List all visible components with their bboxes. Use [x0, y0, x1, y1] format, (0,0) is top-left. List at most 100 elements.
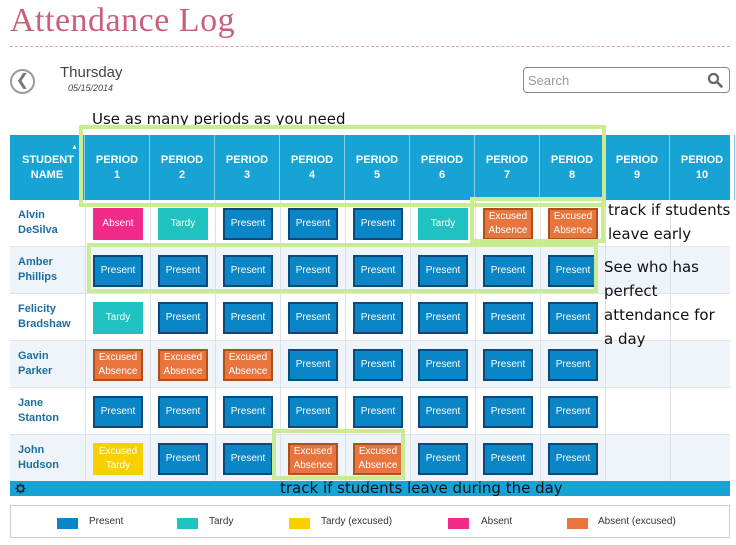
highlight-perfect-row — [87, 243, 598, 293]
attendance-status-absent-excused[interactable]: Excused Absence — [93, 349, 143, 381]
period-header-label: PERIOD — [160, 153, 204, 166]
attendance-status-present[interactable]: Present — [548, 396, 598, 428]
attendance-status-present[interactable]: Present — [418, 349, 468, 381]
attendance-status-present[interactable]: Present — [288, 255, 338, 287]
student-name[interactable]: Alvin DeSilva — [18, 208, 82, 238]
attendance-status-present[interactable]: Present — [418, 443, 468, 475]
column-header-period-1[interactable]: PERIOD 1 — [85, 135, 150, 200]
attendance-status-present[interactable]: Present — [223, 208, 273, 240]
grid-divider — [150, 200, 151, 482]
grid-divider — [215, 200, 216, 482]
attendance-status-present[interactable]: Present — [353, 208, 403, 240]
status-line-1: Excused — [98, 446, 138, 457]
column-header-period-10[interactable]: PERIOD 10 — [670, 135, 735, 200]
attendance-status-present[interactable]: Present — [353, 255, 403, 287]
attendance-status-absent-excused[interactable]: Excused Absence — [353, 443, 403, 475]
period-header-label: PERIOD — [225, 153, 269, 166]
attendance-status-tardy[interactable]: Tardy — [158, 208, 208, 240]
attendance-status-present[interactable]: Present — [288, 208, 338, 240]
student-name[interactable]: Jane Stanton — [18, 396, 82, 426]
attendance-status-present[interactable]: Present — [93, 255, 143, 287]
table-row: Gavin Parker Excused Absence Excused Absence E… — [10, 341, 730, 388]
student-last-name: Bradshaw — [18, 318, 71, 330]
attendance-status-absent[interactable]: Absent — [93, 208, 143, 240]
attendance-status-present[interactable]: Present — [548, 255, 598, 287]
period-header-number: 5 — [373, 168, 381, 181]
attendance-status-present[interactable]: Present — [483, 443, 533, 475]
annotation-perfect-line4: a day — [604, 330, 646, 348]
period-header-number: 1 — [113, 168, 121, 181]
attendance-status-absent-excused[interactable]: Excused Absence — [548, 208, 598, 240]
search-icon[interactable] — [707, 72, 723, 88]
legend-label: Tardy — [209, 516, 234, 527]
current-date: 05/15/2014 — [68, 83, 114, 93]
column-header-period-2[interactable]: PERIOD 2 — [150, 135, 215, 200]
attendance-status-present[interactable]: Present — [483, 349, 533, 381]
attendance-status-present[interactable]: Present — [158, 302, 208, 334]
attendance-status-present[interactable]: Present — [288, 302, 338, 334]
column-header-period-7[interactable]: PERIOD 7 — [475, 135, 540, 200]
period-header-number: 8 — [568, 168, 576, 181]
column-header-period-3[interactable]: PERIOD 3 — [215, 135, 280, 200]
attendance-status-present[interactable]: Present — [158, 443, 208, 475]
attendance-status-present[interactable]: Present — [223, 443, 273, 475]
attendance-status-present[interactable]: Present — [548, 443, 598, 475]
highlight-leave-early — [470, 197, 605, 243]
attendance-status-present[interactable]: Present — [483, 255, 533, 287]
grid-divider — [540, 200, 541, 482]
student-name[interactable]: Gavin Parker — [18, 349, 82, 379]
legend-swatch — [177, 518, 198, 529]
attendance-status-present[interactable]: Present — [353, 396, 403, 428]
table-row: Jane Stanton Present Present Present Present P… — [10, 388, 730, 435]
attendance-status-absent-excused[interactable]: Excused Absence — [223, 349, 273, 381]
search-input[interactable] — [528, 71, 704, 89]
column-header-student[interactable]: STUDENT NAME ▲ — [10, 135, 85, 200]
student-first-name: John — [18, 444, 45, 456]
attendance-status-present[interactable]: Present — [288, 396, 338, 428]
attendance-status-present[interactable]: Present — [223, 302, 273, 334]
attendance-status-absent-excused[interactable]: Excused Absence — [158, 349, 208, 381]
attendance-status-present[interactable]: Present — [223, 255, 273, 287]
student-name[interactable]: Felicity Bradshaw — [18, 302, 82, 332]
gear-icon[interactable] — [15, 483, 26, 494]
previous-day-button[interactable]: ❮ — [10, 69, 35, 94]
student-last-name: Stanton — [18, 412, 59, 424]
attendance-status-present[interactable]: Present — [353, 302, 403, 334]
attendance-status-present[interactable]: Present — [483, 396, 533, 428]
attendance-status-present[interactable]: Present — [93, 396, 143, 428]
attendance-status-present[interactable]: Present — [418, 302, 468, 334]
attendance-status-present[interactable]: Present — [158, 255, 208, 287]
attendance-status-present[interactable]: Present — [548, 349, 598, 381]
annotation-perfect-line1: See who has — [604, 258, 699, 276]
attendance-status-absent-excused[interactable]: Excused Absence — [288, 443, 338, 475]
attendance-status-present[interactable]: Present — [418, 255, 468, 287]
attendance-status-present[interactable]: Present — [288, 349, 338, 381]
attendance-status-present[interactable]: Present — [223, 396, 273, 428]
attendance-status-present[interactable]: Present — [548, 302, 598, 334]
student-name[interactable]: John Hudson — [18, 443, 82, 473]
student-first-name: Felicity — [18, 303, 56, 315]
column-header-period-5[interactable]: PERIOD 5 — [345, 135, 410, 200]
attendance-status-present[interactable]: Present — [353, 349, 403, 381]
status-line-2: Tardy — [105, 460, 131, 471]
attendance-status-present[interactable]: Present — [483, 302, 533, 334]
student-first-name: Gavin — [18, 350, 49, 362]
attendance-status-present[interactable]: Present — [158, 396, 208, 428]
chevron-left-icon: ❮ — [15, 72, 30, 89]
status-line-2: Absence — [293, 460, 333, 471]
status-line-1: Excused — [488, 211, 528, 222]
column-header-period-6[interactable]: PERIOD 6 — [410, 135, 475, 200]
attendance-status-tardy[interactable]: Tardy — [418, 208, 468, 240]
table-footer — [10, 481, 730, 496]
student-last-name: DeSilva — [18, 224, 58, 236]
grid-divider — [280, 200, 281, 482]
attendance-status-present[interactable]: Present — [418, 396, 468, 428]
period-header-number: 6 — [438, 168, 446, 181]
column-header-period-9[interactable]: PERIOD 9 — [605, 135, 670, 200]
search-box[interactable] — [523, 67, 730, 93]
student-name[interactable]: Amber Phillips — [18, 255, 82, 285]
period-header-number: 7 — [503, 168, 511, 181]
column-header-period-4[interactable]: PERIOD 4 — [280, 135, 345, 200]
attendance-status-tardy-excused[interactable]: Excused Tardy — [93, 443, 143, 475]
attendance-status-tardy[interactable]: Tardy — [93, 302, 143, 334]
